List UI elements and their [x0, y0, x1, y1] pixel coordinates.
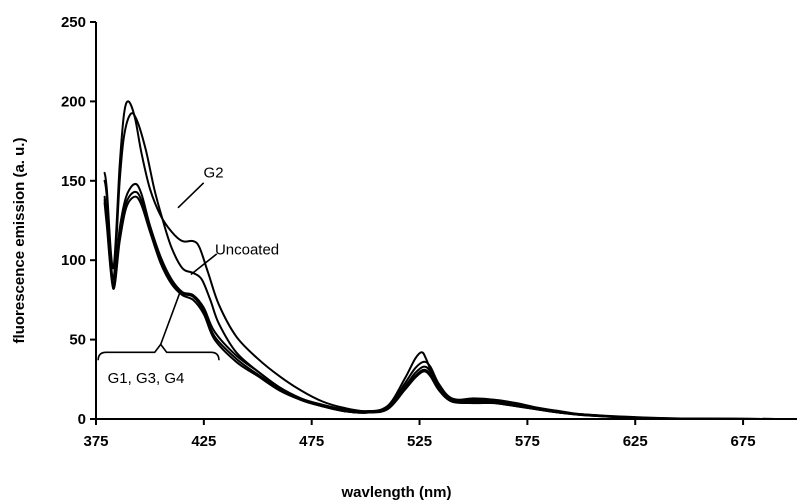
annotation-uncoated: Uncoated — [215, 242, 279, 259]
axes — [95, 22, 797, 420]
x-tick-label: 575 — [515, 433, 540, 450]
series-group — [103, 100, 777, 420]
annotation-g2: G2 — [204, 165, 224, 182]
tick-group: 375 425 475 525 575 625 675 0 50 100 150 200 250 — [61, 14, 756, 450]
y-tick-label: 250 — [61, 14, 86, 31]
g134-bracket — [97, 343, 220, 361]
annotation-g1-g3-g4: G1, G3, G4 — [108, 370, 185, 387]
x-tick-label: 675 — [731, 433, 756, 450]
x-axis-title: wavlength (nm) — [340, 484, 451, 501]
g2-leader-line — [177, 182, 205, 209]
x-tick-label: 475 — [299, 433, 324, 450]
uncoated-leader-line — [190, 253, 218, 276]
x-tick-label: 425 — [191, 433, 216, 450]
series-line-1 — [103, 100, 777, 420]
series-line-5 — [103, 195, 777, 420]
g134-leader-line — [159, 291, 181, 345]
x-tick-label: 625 — [623, 433, 648, 450]
y-tick-label: 100 — [61, 252, 86, 269]
series-line-3 — [103, 182, 777, 420]
y-tick-label: 0 — [78, 411, 86, 428]
y-axis-title: fluorescence emission (a. u.) — [11, 138, 28, 344]
x-tick-label: 375 — [83, 433, 108, 450]
annotation-group: G2 Uncoated G1, G3, G4 — [97, 165, 279, 387]
y-tick-label: 150 — [61, 173, 86, 190]
x-tick-label: 525 — [407, 433, 432, 450]
y-tick-label: 200 — [61, 93, 86, 110]
y-tick-label: 50 — [69, 332, 86, 349]
